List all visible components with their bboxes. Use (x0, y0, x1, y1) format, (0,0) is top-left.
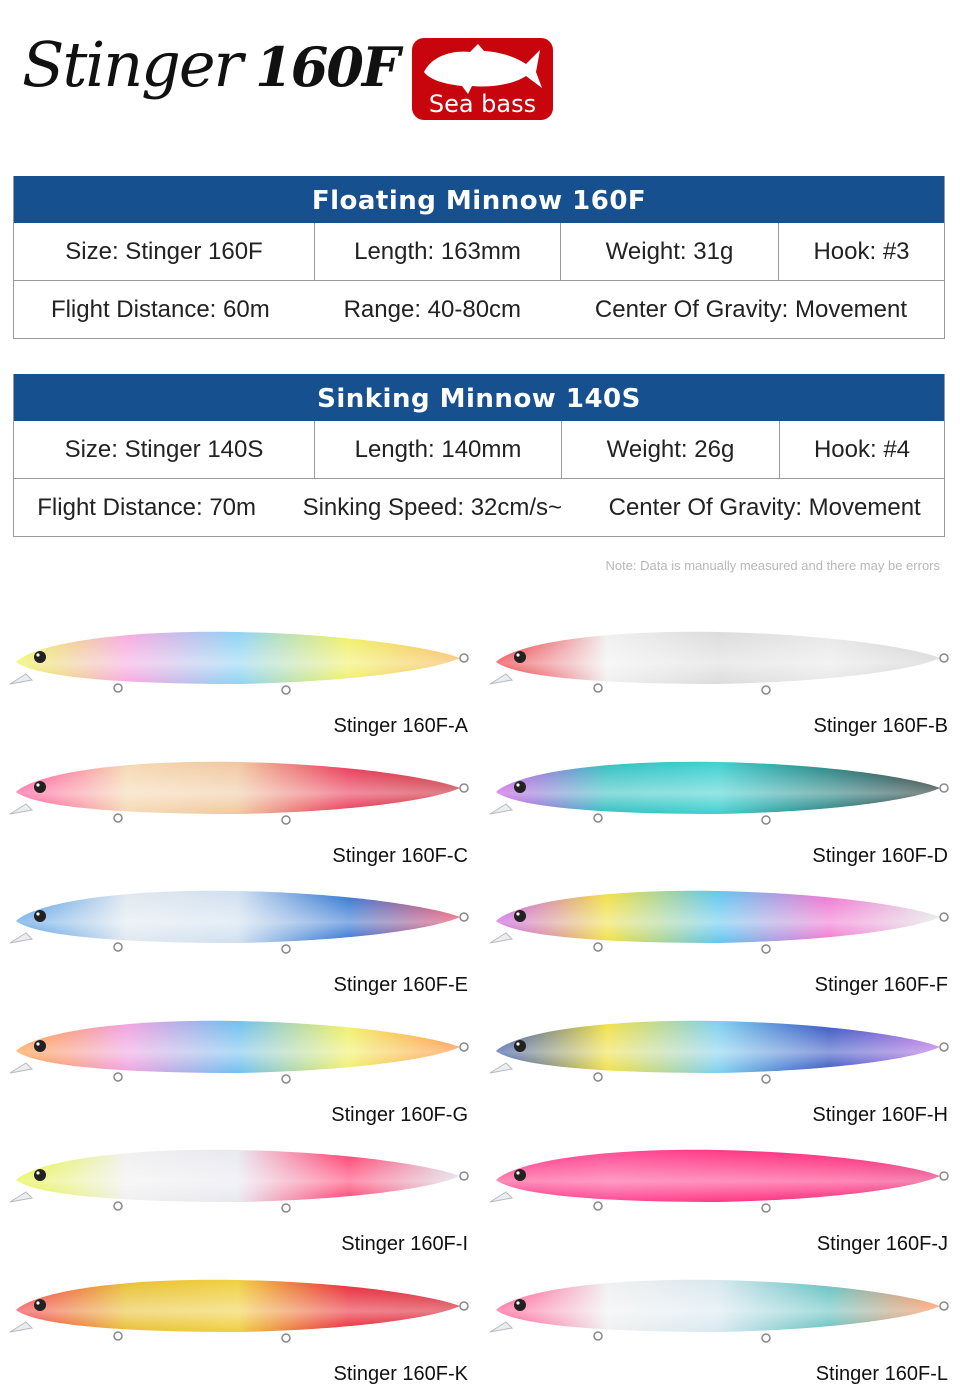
lure-label: Stinger 160F-C (332, 844, 468, 867)
lure-image (8, 1011, 470, 1091)
logo: Stinger 160F (22, 28, 400, 101)
spec-weight: Weight: 31g (561, 223, 779, 280)
spec-hook: Hook: #3 (813, 237, 910, 265)
lure-image (8, 1140, 470, 1220)
spec-length: Length: 163mm (315, 223, 561, 280)
lure-label: Stinger 160F-H (812, 1103, 948, 1126)
table-title: Floating Minnow 160F (14, 176, 944, 223)
lure-image (8, 1270, 470, 1350)
spec-center-of-gravity: Center Of Gravity: Movement (608, 493, 921, 521)
spec-length: Length: 140mm (315, 421, 562, 478)
spec-size: Size: Stinger 160F (14, 223, 315, 280)
lure-label: Stinger 160F-L (815, 1362, 948, 1385)
table-title: Sinking Minnow 140S (14, 374, 944, 421)
lure-label: Stinger 160F-I (341, 1233, 468, 1255)
sea-bass-badge: Sea bass (412, 38, 553, 120)
spec-row: Size: Stinger 160F Length: 163mm Weight:… (14, 223, 944, 281)
lure-label: Stinger 160F-B (813, 715, 948, 737)
lure-image (488, 1270, 950, 1350)
measurement-note: Note: Data is manually measured and ther… (605, 558, 940, 573)
lure-label: Stinger 160F-K (333, 1362, 468, 1385)
spec-flight-distance: Flight Distance: 70m (37, 493, 257, 521)
lure-image (8, 881, 470, 961)
spec-range: Range: 40-80cm (343, 295, 522, 323)
spec-weight: Weight: 26g (562, 421, 780, 478)
spec-size: Size: Stinger 140S (14, 421, 315, 478)
spec-sinking-speed: Sinking Speed: 32cm/s~ (302, 493, 563, 521)
badge-label: Sea bass (428, 90, 537, 118)
spec-row: Flight Distance: 70m Sinking Speed: 32cm… (14, 479, 944, 536)
lure-image (488, 881, 950, 961)
spec-flight-distance: Flight Distance: 60m (50, 295, 270, 323)
lure-label: Stinger 160F-G (331, 1103, 468, 1126)
lure-label: Stinger 160F-F (814, 974, 948, 996)
spec-row: Flight Distance: 60m Range: 40-80cm Cent… (14, 281, 944, 338)
spec-table-floating: Floating Minnow 160F Size: Stinger 160F … (13, 176, 945, 339)
fish-icon (424, 44, 542, 94)
lure-label: Stinger 160F-J (816, 1233, 948, 1255)
spec-center-of-gravity: Center Of Gravity: Movement (594, 295, 908, 323)
lure-image (488, 622, 950, 702)
lure-label: Stinger 160F-E (333, 974, 468, 996)
spec-row: Size: Stinger 140S Length: 140mm Weight:… (14, 421, 944, 479)
lure-image (8, 752, 470, 832)
spec-hook: Hook: #4 (813, 435, 911, 463)
lure-label: Stinger 160F-A (333, 715, 468, 737)
lure-image (488, 1140, 950, 1220)
lure-image (8, 622, 470, 702)
spec-table-sinking: Sinking Minnow 140S Size: Stinger 140S L… (13, 374, 945, 537)
lure-label: Stinger 160F-D (812, 844, 948, 867)
logo-script-text: Stinger (22, 28, 243, 101)
logo-model: 160F (255, 35, 400, 99)
lure-image (488, 1011, 950, 1091)
lure-image (488, 752, 950, 832)
